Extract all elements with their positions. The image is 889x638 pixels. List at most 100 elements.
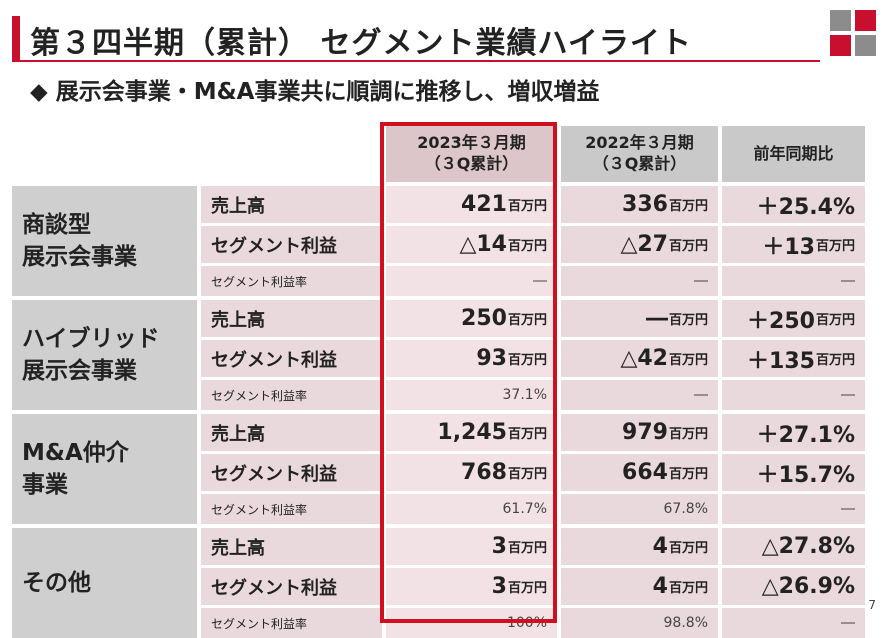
segment-name-line: 展示会事業 (22, 358, 137, 384)
page-title: 第３四半期（累計） セグメント業績ハイライト (30, 26, 692, 61)
cell-value: ＋15.7% (756, 462, 855, 488)
row-label: 売上高 (201, 528, 382, 565)
cell-unit: 百万円 (668, 239, 708, 254)
cell-yoy: ― (722, 380, 865, 410)
cell-current: 1,245 百万円 (386, 414, 557, 451)
segment-name-text: 商談型 展示会事業 (22, 209, 137, 273)
cell-previous: ― (561, 380, 718, 410)
cell-value: 37.1% (502, 387, 547, 403)
cell-unit: 百万円 (815, 239, 855, 254)
header-previous-period: 2022年３月期 （３Q累計） (561, 126, 718, 182)
cell-unit: 百万円 (507, 199, 547, 214)
cell-current: 421 百万円 (386, 186, 557, 223)
cell-unit: 百万円 (668, 353, 708, 368)
cell-current: 250 百万円 (386, 300, 557, 337)
segment-name: M&A仲介 事業 (12, 414, 197, 524)
cell-unit: 百万円 (507, 581, 547, 596)
segment-name-line: 商談型 (22, 212, 91, 238)
title-accent-bar (12, 16, 20, 60)
row-label: 売上高 (201, 300, 382, 337)
cell-unit: 百万円 (668, 467, 708, 482)
row-label: セグメント利益率 (201, 380, 382, 410)
cell-previous: 979 百万円 (561, 414, 718, 451)
row-label: セグメント利益 (201, 568, 382, 605)
cell-value: ― (841, 615, 855, 631)
segment-name-line: M&A仲介 (22, 440, 129, 466)
cell-value: ― (841, 273, 855, 289)
cell-unit: 百万円 (507, 541, 547, 556)
cell-value: ＋13 (762, 234, 815, 260)
cell-yoy: ＋25.4% (722, 186, 865, 223)
cell-unit: 百万円 (507, 467, 547, 482)
cell-current: ― (386, 266, 557, 296)
cell-current: 100% (386, 608, 557, 638)
segment-name: 商談型 展示会事業 (12, 186, 197, 296)
cell-yoy: ＋135 百万円 (722, 340, 865, 377)
cell-unit: 百万円 (668, 427, 708, 442)
cell-value: 336 (622, 192, 668, 217)
cell-yoy: ＋27.1% (722, 414, 865, 451)
cell-value: 768 (461, 460, 507, 485)
cell-current: 3 百万円 (386, 528, 557, 565)
cell-unit: 百万円 (507, 313, 547, 328)
row-label: セグメント利益 (201, 226, 382, 263)
segment-name-line: 展示会事業 (22, 244, 137, 270)
cell-current: 61.7% (386, 494, 557, 524)
cell-value: ― (533, 273, 547, 289)
header-current-line2: （３Q累計） (424, 154, 519, 173)
cell-unit: 百万円 (668, 541, 708, 556)
cell-yoy: ＋250 百万円 (722, 300, 865, 337)
cell-yoy: ― (722, 266, 865, 296)
row-label: セグメント利益 (201, 340, 382, 377)
cell-value: ＋25.4% (756, 194, 855, 220)
cell-unit: 百万円 (668, 313, 708, 328)
row-label: 売上高 (201, 414, 382, 451)
header-previous-line2: （３Q累計） (592, 154, 687, 173)
page-number: 7 (868, 598, 876, 612)
cell-value: △42 (620, 346, 668, 371)
cell-value: △26.9% (761, 574, 855, 599)
cell-value: 98.8% (663, 615, 708, 631)
segment-name-text: M&A仲介 事業 (22, 437, 129, 501)
cell-value: 67.8% (663, 501, 708, 517)
segment-name-line: その他 (22, 570, 91, 596)
segment-name-line: ハイブリッド (22, 326, 160, 352)
segment-name: その他 (12, 528, 197, 638)
cell-value: ― (645, 306, 668, 331)
header-yoy: 前年同期比 (722, 126, 865, 182)
cell-current: △14 百万円 (386, 226, 557, 263)
cell-value: 61.7% (502, 501, 547, 517)
cell-value: ― (841, 387, 855, 403)
cell-value: 250 (461, 306, 507, 331)
cell-unit: 百万円 (507, 239, 547, 254)
cell-value: 664 (622, 460, 668, 485)
cell-value: △27.8% (761, 534, 855, 559)
cell-current: 37.1% (386, 380, 557, 410)
cell-value: ― (694, 387, 708, 403)
cell-value: 4 (652, 574, 668, 599)
cell-previous: △27 百万円 (561, 226, 718, 263)
cell-yoy: ＋15.7% (722, 454, 865, 491)
segment-name-text: その他 (22, 567, 91, 599)
segment-name-text: ハイブリッド 展示会事業 (22, 323, 160, 387)
cell-yoy: ＋13 百万円 (722, 226, 865, 263)
cell-previous: 664 百万円 (561, 454, 718, 491)
cell-value: 979 (622, 420, 668, 445)
cell-previous: △42 百万円 (561, 340, 718, 377)
cell-yoy: ― (722, 608, 865, 638)
cell-value: ＋135 (747, 348, 815, 374)
cell-unit: 百万円 (507, 353, 547, 368)
cell-current: 93 百万円 (386, 340, 557, 377)
logo-icon (830, 10, 878, 58)
cell-previous: 4 百万円 (561, 568, 718, 605)
cell-previous: ― 百万円 (561, 300, 718, 337)
cell-value: ＋27.1% (756, 422, 855, 448)
cell-value: 1,245 (437, 420, 507, 445)
cell-value: 421 (461, 192, 507, 217)
row-label: セグメント利益率 (201, 266, 382, 296)
cell-previous: 336 百万円 (561, 186, 718, 223)
subtitle: ◆ 展示会事業・M&A事業共に順調に推移し、増収増益 (30, 79, 600, 105)
header-current-line1: 2023年３月期 (417, 133, 526, 152)
row-label: セグメント利益 (201, 454, 382, 491)
cell-value: 93 (476, 346, 507, 371)
